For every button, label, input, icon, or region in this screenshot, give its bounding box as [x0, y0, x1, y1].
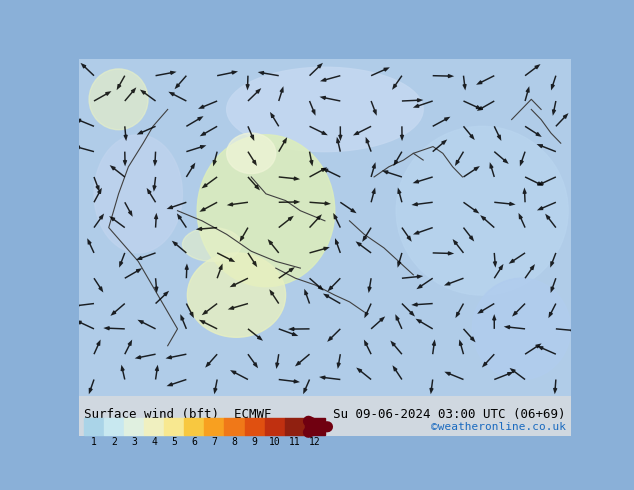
- Bar: [84, 418, 104, 435]
- Text: 2: 2: [112, 437, 117, 447]
- Text: Su 09-06-2024 03:00 UTC (06+69): Su 09-06-2024 03:00 UTC (06+69): [333, 408, 566, 420]
- Text: 8: 8: [231, 437, 238, 447]
- Ellipse shape: [227, 67, 424, 151]
- Text: 9: 9: [252, 437, 257, 447]
- Text: Surface wind (bft)  ECMWF: Surface wind (bft) ECMWF: [84, 408, 271, 420]
- Text: 3: 3: [131, 437, 137, 447]
- Text: 5: 5: [171, 437, 178, 447]
- Text: 7: 7: [212, 437, 217, 447]
- Text: 11: 11: [288, 437, 301, 447]
- Text: 12: 12: [309, 437, 321, 447]
- Ellipse shape: [183, 227, 242, 261]
- Ellipse shape: [396, 126, 568, 295]
- Bar: [164, 418, 184, 435]
- Bar: [305, 418, 325, 435]
- Text: 1: 1: [91, 437, 97, 447]
- Bar: [145, 418, 164, 435]
- Ellipse shape: [197, 135, 335, 287]
- Bar: [204, 418, 224, 435]
- Ellipse shape: [94, 135, 183, 253]
- Bar: [184, 418, 204, 435]
- Ellipse shape: [227, 133, 276, 173]
- Bar: [224, 418, 245, 435]
- Ellipse shape: [89, 69, 148, 130]
- Ellipse shape: [188, 253, 285, 337]
- Text: 6: 6: [191, 437, 197, 447]
- Text: 4: 4: [152, 437, 157, 447]
- Bar: [124, 418, 145, 435]
- Text: ©weatheronline.co.uk: ©weatheronline.co.uk: [430, 422, 566, 432]
- Text: 10: 10: [269, 437, 280, 447]
- Bar: [285, 418, 305, 435]
- Bar: [264, 418, 285, 435]
- Bar: [245, 418, 264, 435]
- Ellipse shape: [472, 278, 571, 380]
- Bar: [104, 418, 124, 435]
